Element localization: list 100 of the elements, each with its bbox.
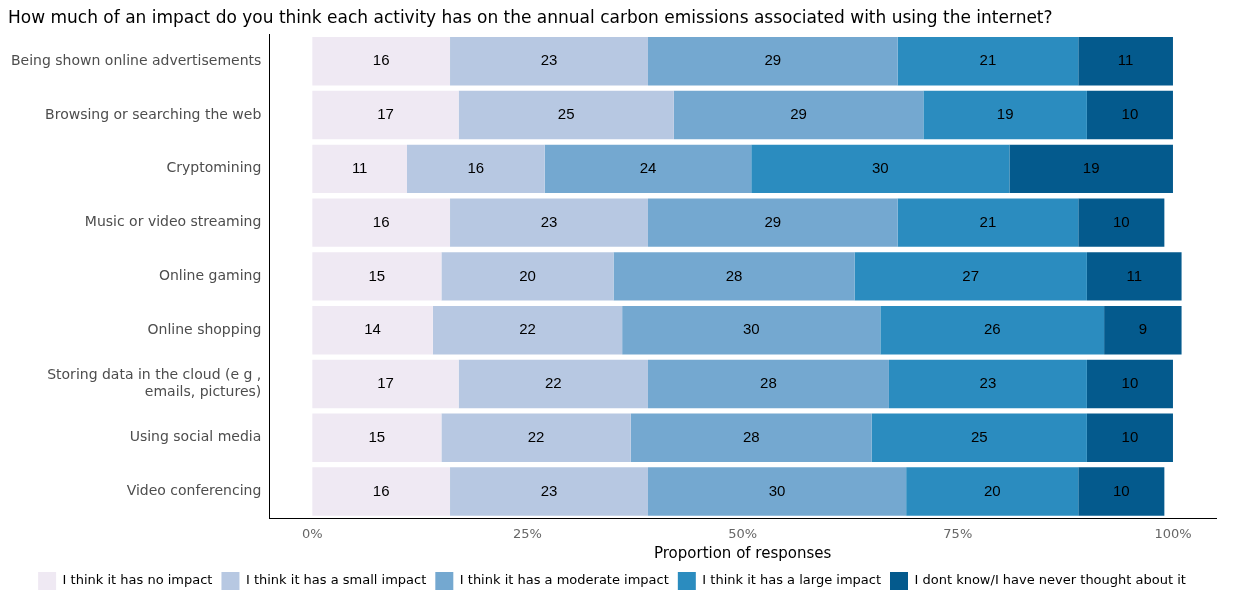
bar (897, 37, 1079, 86)
y-tick-label: Being shown online advertisements (10, 51, 262, 68)
x-tick-label: 100% (1154, 525, 1192, 541)
data-label: 15 (368, 266, 386, 284)
bar (312, 90, 459, 140)
bar (441, 413, 631, 462)
x-tick-label: 50% (728, 525, 758, 541)
bar (647, 198, 898, 247)
bar (1104, 305, 1182, 355)
bar (1009, 144, 1173, 194)
data-label: 30 (742, 320, 760, 338)
bar (406, 144, 545, 194)
bar (673, 90, 924, 140)
bar (630, 413, 872, 462)
y-tick-label: Video conferencing (126, 482, 262, 499)
y-tick-label: Online shopping (147, 320, 262, 337)
data-label: 19 (1082, 158, 1100, 176)
bar (871, 413, 1087, 462)
x-axis-title: Proportion of responses (653, 543, 832, 562)
bar (647, 467, 907, 516)
data-label: 11 (1126, 266, 1143, 284)
legend-label: I think it has a small impact (245, 572, 427, 588)
y-tick-label: Cryptomining (166, 159, 262, 176)
data-label: 14 (364, 320, 381, 338)
x-tick-label: 25% (513, 525, 542, 541)
bar (1078, 467, 1165, 516)
data-label: 10 (1121, 105, 1139, 123)
chart-title: How much of an impact do you think each activity has on the annual carbon emissions associated with using the internet? (8, 6, 1053, 27)
y-tick-label: Browsing or searching the web (45, 105, 262, 122)
data-label: 29 (764, 212, 782, 230)
bar (751, 144, 1010, 194)
bar (544, 144, 752, 194)
y-tick-label: Music or video streaming (84, 213, 262, 230)
bar (1086, 413, 1173, 462)
legend-label: I think it has a moderate impact (459, 572, 669, 588)
data-label: 22 (519, 320, 536, 338)
data-label: 23 (540, 212, 558, 230)
bar (312, 252, 442, 301)
data-label: 15 (368, 427, 386, 445)
bar (1086, 252, 1182, 301)
data-label: 26 (983, 320, 1001, 338)
data-label: 23 (540, 481, 558, 499)
bar (1086, 359, 1173, 409)
data-label: 30 (872, 158, 889, 176)
data-label: 27 (962, 266, 980, 284)
x-tick-label: 0% (302, 525, 323, 541)
data-label: 20 (983, 481, 1001, 499)
bar (432, 305, 623, 355)
bar (312, 359, 459, 409)
data-label: 28 (725, 266, 743, 284)
data-label: 21 (979, 51, 997, 69)
bar (312, 144, 407, 194)
data-label: 19 (996, 105, 1014, 123)
x-tick-label: 75% (943, 525, 973, 541)
bar (923, 90, 1087, 140)
data-label: 17 (377, 105, 394, 123)
y-tick-label: Using social media (129, 428, 262, 445)
data-label: 23 (540, 51, 558, 69)
legend-label: I dont know/I have never thought about it (914, 572, 1186, 588)
bar (458, 359, 648, 409)
data-label: 29 (764, 51, 782, 69)
data-label: 17 (377, 374, 394, 392)
data-label: 28 (742, 427, 760, 445)
bar (647, 37, 898, 86)
bar (880, 305, 1105, 355)
data-label: 22 (544, 374, 562, 392)
data-label: 24 (639, 158, 657, 176)
bar (622, 305, 881, 355)
bar (1078, 198, 1165, 247)
bar (450, 467, 648, 516)
data-label: 9 (1138, 320, 1148, 338)
bar (312, 467, 451, 516)
bar (897, 198, 1079, 247)
data-label: 30 (768, 481, 786, 499)
bar (888, 359, 1087, 409)
bar (312, 198, 451, 247)
y-tick-label: Online gaming (158, 267, 262, 284)
data-label: 11 (1117, 51, 1134, 69)
data-label: 25 (970, 427, 988, 445)
data-label: 10 (1112, 212, 1130, 230)
legend-label: I think it has no impact (62, 572, 213, 588)
data-label: 21 (979, 212, 997, 230)
bar (450, 198, 648, 247)
data-label: 11 (351, 158, 368, 176)
bar (312, 413, 442, 462)
bar (1086, 90, 1173, 140)
bar (441, 252, 614, 301)
bar (854, 252, 1087, 301)
bar (458, 90, 674, 140)
data-label: 10 (1121, 374, 1139, 392)
bar (647, 359, 889, 409)
bar (906, 467, 1079, 516)
legend-label: I think it has a large impact (702, 572, 882, 588)
data-label: 25 (557, 105, 575, 123)
data-label: 23 (979, 374, 997, 392)
bar (450, 37, 648, 86)
bar (1078, 37, 1173, 86)
data-label: 16 (372, 212, 390, 230)
data-label: 28 (760, 374, 777, 392)
data-label: 16 (467, 158, 485, 176)
